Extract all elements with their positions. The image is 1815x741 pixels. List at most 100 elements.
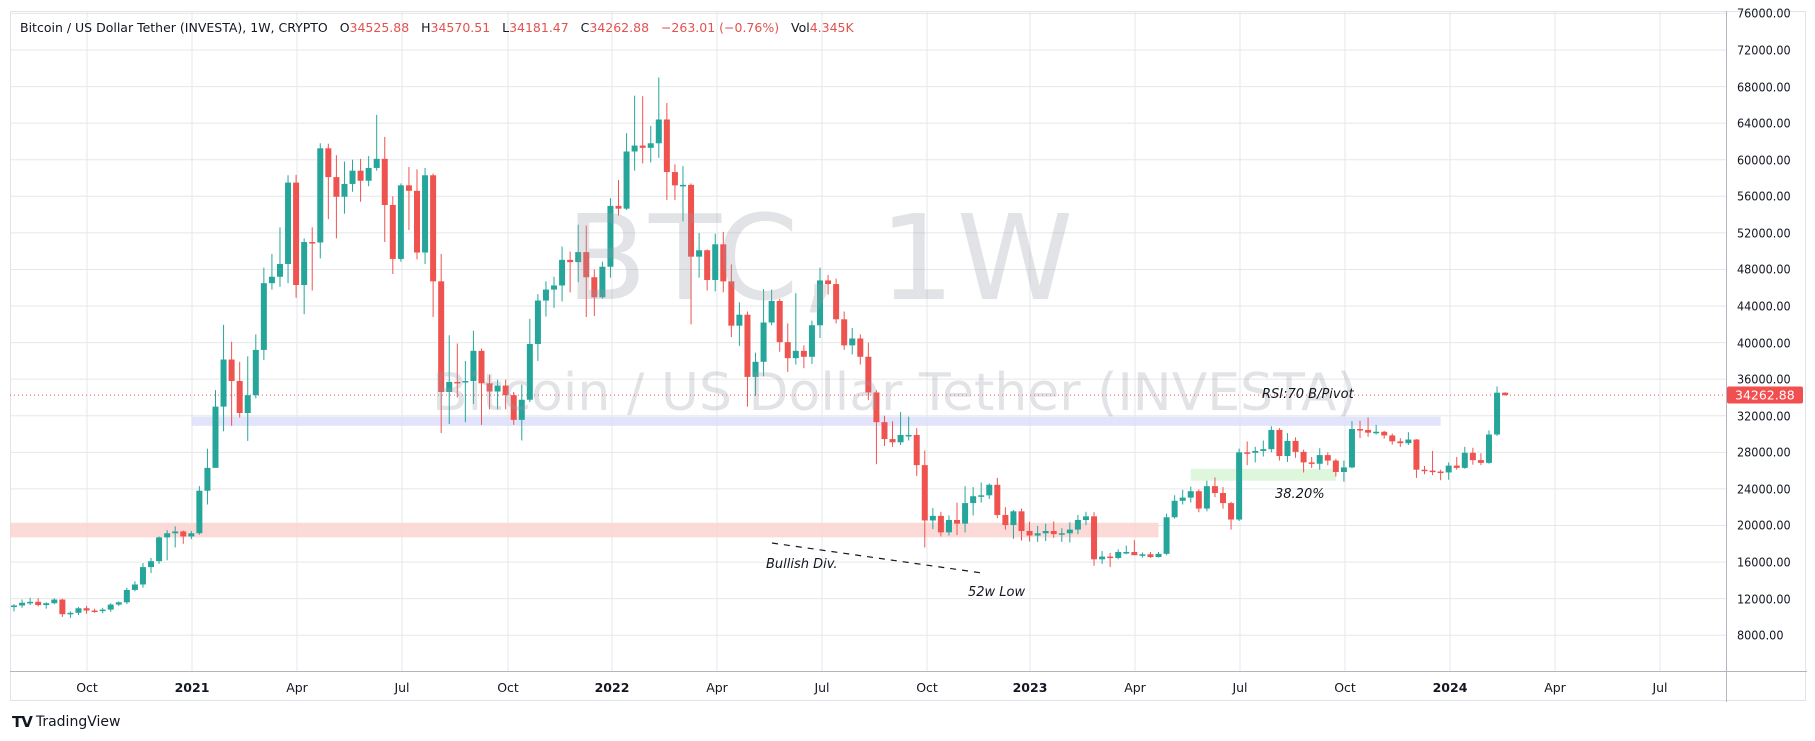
candle-up: [929, 515, 936, 521]
symbol-legend[interactable]: Bitcoin / US Dollar Tether (INVESTA), 1W…: [20, 20, 854, 35]
candle-up: [196, 490, 203, 534]
candle-up: [51, 599, 58, 604]
candle-up: [131, 584, 138, 590]
candle-down: [1147, 554, 1154, 558]
price-tick-label: 28000.00: [1737, 444, 1791, 460]
tradingview-brand: TradingView: [35, 714, 121, 730]
candle-up: [1268, 429, 1275, 450]
candle-down: [1211, 486, 1218, 494]
candle-up: [317, 148, 324, 243]
candle-down: [1308, 462, 1315, 464]
candle-down: [486, 383, 493, 392]
time-tick-label: Oct: [1334, 680, 1356, 695]
candle-down: [1276, 429, 1283, 456]
candle-down: [1002, 514, 1009, 526]
candle-up: [1284, 440, 1291, 456]
candle-down: [1091, 516, 1098, 560]
price-tick-label: 60000.00: [1737, 152, 1791, 168]
candle-up: [349, 170, 356, 184]
candle-down: [671, 172, 678, 186]
time-tick-label: Jul: [394, 680, 410, 695]
time-tick-label: 2021: [174, 680, 210, 695]
close-label: C: [580, 20, 590, 35]
tradingview-mark-icon: TV: [12, 713, 33, 731]
time-tick-label: Apr: [286, 680, 308, 695]
candle-up: [1252, 450, 1259, 453]
candle-down: [1381, 431, 1388, 436]
candle-up: [1010, 511, 1017, 526]
candle-down: [865, 356, 872, 393]
chart-plot-area[interactable]: BTC, 1W Bitcoin / US Dollar Tether (INVE…: [10, 11, 1726, 671]
candle-down: [688, 184, 695, 257]
time-tick-label: Oct: [76, 680, 98, 695]
candle-down: [405, 185, 412, 191]
candle-up: [422, 175, 429, 253]
candle-up: [1074, 520, 1081, 530]
candle-up: [768, 301, 775, 323]
candle-up: [1115, 552, 1122, 558]
price-tick-label: 56000.00: [1737, 188, 1791, 204]
candle-down: [325, 148, 332, 178]
candle-up: [817, 280, 823, 326]
candle-down: [954, 520, 961, 524]
price-axis[interactable]: 76000.00 72000.00 68000.00 64000.00 60000.00…: [1726, 6, 1807, 671]
candle-up: [1445, 465, 1452, 473]
candle-down: [889, 439, 896, 443]
price-tick-label: 76000.00: [1737, 5, 1791, 21]
price-tick-label: 72000.00: [1737, 42, 1791, 58]
candle-up: [462, 381, 469, 383]
candle-down: [1421, 469, 1428, 472]
candle-up: [43, 603, 50, 606]
tradingview-logo[interactable]: TV TradingView: [12, 713, 120, 731]
candle-up: [252, 349, 259, 396]
candle-up: [139, 567, 146, 585]
candle-up: [792, 350, 799, 359]
52w-low-annotation[interactable]: 52w Low: [968, 585, 1026, 600]
symbol-title[interactable]: Bitcoin / US Dollar Tether (INVESTA), 1W…: [20, 20, 328, 35]
high-label: H: [421, 20, 431, 35]
candle-up: [679, 184, 686, 187]
candle-up: [260, 283, 267, 350]
candle-up: [446, 381, 453, 392]
candle-down: [1324, 455, 1331, 461]
candle-down: [430, 175, 437, 282]
time-axis[interactable]: Oct 2021 Apr Jul Oct 2022 Apr Jul Oct 2023 Apr Jul O…: [10, 671, 1726, 702]
candle-down: [567, 259, 574, 263]
price-tick-label: 12000.00: [1737, 591, 1791, 607]
candle-down: [438, 281, 445, 392]
candle-up: [607, 205, 614, 267]
rsi-pivot-annotation[interactable]: RSI:70 B/Pivot: [1262, 387, 1354, 402]
candle-up: [1316, 455, 1323, 464]
candle-down: [1477, 460, 1484, 463]
candle-down: [1437, 471, 1444, 474]
chart-frame: [10, 11, 1806, 701]
candle-up: [631, 145, 638, 152]
candle-down: [510, 395, 517, 420]
candle-up: [172, 531, 179, 534]
candle-up: [760, 322, 767, 362]
candle-up: [1179, 497, 1186, 501]
candle-up: [107, 604, 114, 610]
candle-down: [1018, 511, 1025, 531]
candle-up: [534, 300, 541, 344]
candle-down: [59, 599, 66, 615]
candle-down: [478, 350, 485, 384]
candle-up: [526, 343, 533, 400]
candlestick-chart[interactable]: [10, 11, 1726, 671]
candle-down: [583, 252, 590, 278]
candle-up: [27, 601, 34, 604]
candle-down: [913, 434, 920, 466]
candle-down: [720, 244, 727, 282]
bullish-divergence-annotation[interactable]: Bullish Div.: [766, 557, 838, 572]
high-value: 34570.51: [430, 20, 491, 35]
open-value: 34525.88: [349, 20, 410, 35]
candle-up: [373, 158, 380, 168]
candle-up: [1187, 491, 1194, 498]
fib-level-annotation[interactable]: 38.20%: [1275, 487, 1325, 502]
candle-down: [776, 301, 783, 343]
candle-down: [1244, 452, 1251, 454]
candle-down: [236, 381, 243, 414]
candle-down: [728, 281, 735, 326]
candle-up: [623, 151, 630, 209]
candle-down: [1292, 440, 1299, 452]
